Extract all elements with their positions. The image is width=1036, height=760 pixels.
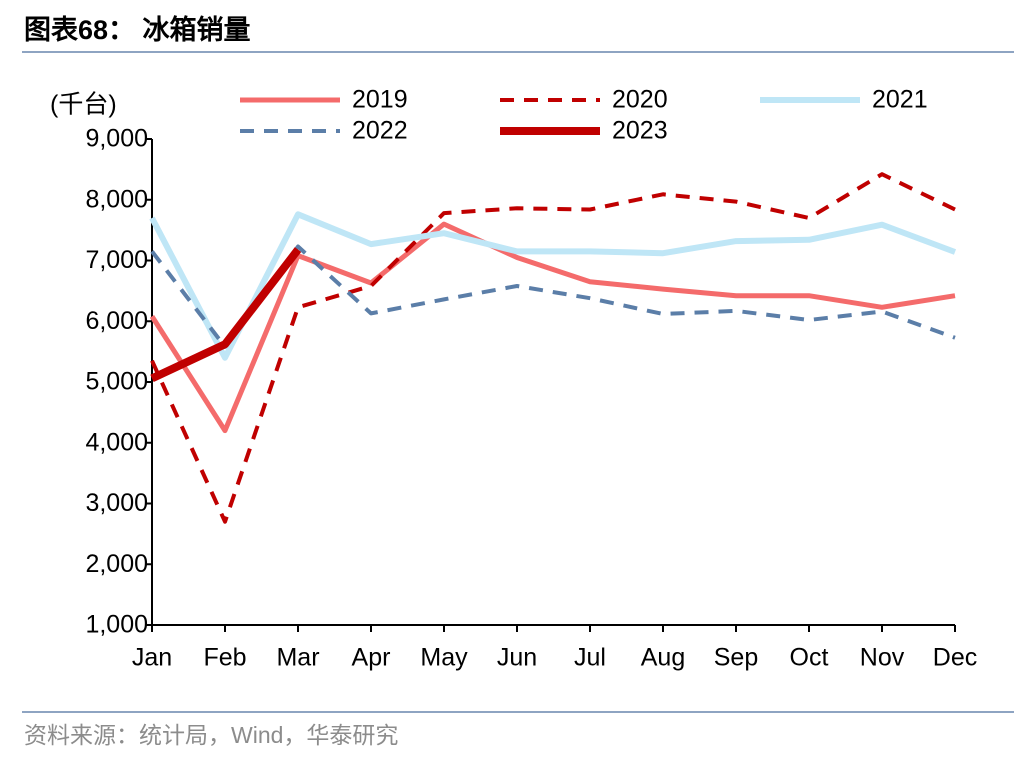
x-tick-label: Jul (574, 644, 606, 672)
x-tick-label: Aug (641, 644, 685, 672)
y-tick-label: 9,000 (85, 125, 148, 153)
y-tick-label: 5,000 (85, 368, 148, 396)
y-tick-label: 4,000 (85, 428, 148, 456)
y-tick-label: 8,000 (85, 185, 148, 213)
y-tick-label: 7,000 (85, 246, 148, 274)
series-line (150, 247, 302, 383)
y-tick-label: 3,000 (85, 489, 148, 517)
y-tick-label: 1,000 (85, 611, 148, 639)
x-tick-label: Feb (203, 644, 246, 672)
legend-label: 2019 (352, 86, 408, 114)
series-line (150, 172, 956, 524)
series-line (149, 221, 956, 434)
x-tick-label: Apr (352, 644, 391, 672)
legend-label: 2020 (612, 86, 668, 114)
y-tick-label: 6,000 (85, 307, 148, 335)
x-tick-label: Jun (497, 644, 537, 672)
x-tick-label: Jan (132, 644, 172, 672)
x-tick-label: Nov (860, 644, 905, 672)
x-tick-label: May (420, 644, 468, 672)
x-tick-label: Sep (714, 644, 758, 672)
x-tick-label: Mar (276, 644, 319, 672)
chart-title: 图表68： 冰箱销量 (24, 14, 251, 45)
x-tick-label: Dec (933, 644, 977, 672)
y-axis-label: (千台) (50, 91, 117, 119)
legend-label: 2023 (612, 117, 668, 145)
source-note: 资料来源：统计局，Wind，华泰研究 (24, 722, 398, 748)
y-tick-label: 2,000 (85, 550, 148, 578)
series-line (149, 211, 957, 361)
legend-label: 2021 (872, 86, 928, 114)
x-tick-label: Oct (790, 644, 829, 672)
legend-label: 2022 (352, 117, 408, 145)
